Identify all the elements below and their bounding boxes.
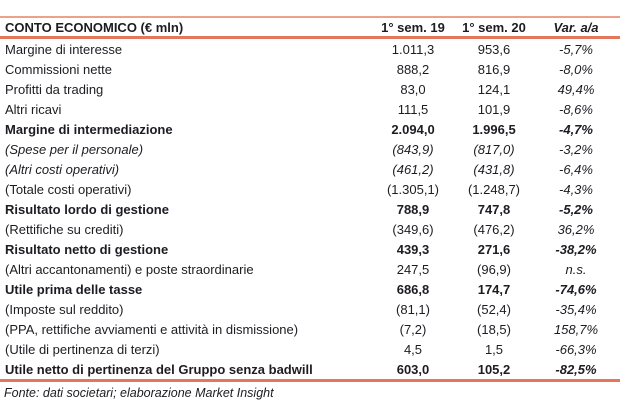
row-value-sem19: 439,3 <box>396 241 430 257</box>
table-row: (Imposte sul reddito) (81,1) (52,4) -35,… <box>0 299 620 319</box>
row-value-sem20: (817,0) <box>473 141 515 157</box>
row-value-sem19: 4,5 <box>403 341 423 357</box>
row-value-var: -6,4% <box>559 161 593 177</box>
column-header-var: Var. a/a <box>553 19 599 35</box>
row-value-sem19: 83,0 <box>400 81 426 97</box>
row-label: Utile prima delle tasse <box>5 281 143 297</box>
row-value-sem19: 686,8 <box>396 281 430 297</box>
table-header-row: CONTO ECONOMICO (€ mln) 1° sem. 19 1° se… <box>0 18 620 39</box>
row-value-sem19: 1.011,3 <box>391 41 435 57</box>
table-row: Altri ricavi 111,5 101,9 -8,6% <box>0 99 620 119</box>
row-value-sem20: (96,9) <box>477 261 511 277</box>
row-label: (Imposte sul reddito) <box>5 301 124 317</box>
row-label: (Altri accantonamenti) e poste straordin… <box>5 261 254 277</box>
row-label: Commissioni nette <box>5 61 112 77</box>
row-value-var: -5,7% <box>559 41 593 57</box>
table-row: Risultato lordo di gestione 788,9 747,8 … <box>0 199 620 219</box>
row-value-var: -4,3% <box>559 181 593 197</box>
row-value-var: -38,2% <box>555 241 597 257</box>
row-label: Risultato netto di gestione <box>5 241 169 257</box>
row-value-sem19: (7,2) <box>399 321 427 337</box>
income-statement-table: CONTO ECONOMICO (€ mln) 1° sem. 19 1° se… <box>0 16 620 382</box>
row-value-sem19: 2.094,0 <box>391 121 435 137</box>
row-value-sem19: (843,9) <box>392 141 434 157</box>
row-value-sem20: 953,6 <box>477 41 511 57</box>
row-value-var: -66,3% <box>555 341 597 357</box>
row-value-sem20: 747,8 <box>477 201 511 217</box>
row-label: Profitti da trading <box>5 81 104 97</box>
row-label: Risultato lordo di gestione <box>5 201 169 217</box>
table-row: (Totale costi operativi) (1.305,1) (1.24… <box>0 179 620 199</box>
table-row: (PPA, rettifiche avviamenti e attività i… <box>0 319 620 339</box>
row-label: Margine di interesse <box>5 41 123 57</box>
row-value-var: -8,0% <box>559 61 593 77</box>
row-value-sem20: 124,1 <box>477 81 511 97</box>
row-value-var: -3,2% <box>559 141 593 157</box>
row-value-sem20: 1.996,5 <box>472 121 516 137</box>
row-value-sem19: 788,9 <box>396 201 430 217</box>
row-label: (Rettifiche su crediti) <box>5 221 124 237</box>
row-label: (Spese per il personale) <box>5 141 144 157</box>
table-row: (Altri costi operativi) (461,2) (431,8) … <box>0 159 620 179</box>
row-value-sem20: (1.248,7) <box>467 181 521 197</box>
row-value-sem19: 603,0 <box>396 361 430 377</box>
row-value-sem20: 271,6 <box>477 241 511 257</box>
row-value-sem19: (81,1) <box>396 301 430 317</box>
table-row: Commissioni nette 888,2 816,9 -8,0% <box>0 59 620 79</box>
row-label: (Altri costi operativi) <box>5 161 120 177</box>
row-label: (PPA, rettifiche avviamenti e attività i… <box>5 321 299 337</box>
table-row: Margine di interesse 1.011,3 953,6 -5,7% <box>0 39 620 59</box>
row-value-var: -35,4% <box>555 301 597 317</box>
row-value-sem19: 111,5 <box>397 101 429 117</box>
table-title: CONTO ECONOMICO (€ mln) <box>5 19 184 35</box>
row-value-sem20: (431,8) <box>473 161 515 177</box>
table-row: Utile prima delle tasse 686,8 174,7 -74,… <box>0 279 620 299</box>
table-row: (Altri accantonamenti) e poste straordin… <box>0 259 620 279</box>
table-body: Margine di interesse 1.011,3 953,6 -5,7%… <box>0 39 620 382</box>
table-row: Risultato netto di gestione 439,3 271,6 … <box>0 239 620 259</box>
row-label: Altri ricavi <box>5 101 62 117</box>
row-value-sem20: (476,2) <box>473 221 515 237</box>
table-row: Profitti da trading 83,0 124,1 49,4% <box>0 79 620 99</box>
column-header-sem19: 1° sem. 19 <box>381 19 445 35</box>
row-value-sem19: 247,5 <box>396 261 430 277</box>
row-value-sem20: (52,4) <box>477 301 511 317</box>
table-row: (Utile di pertinenza di terzi) 4,5 1,5 -… <box>0 339 620 359</box>
table-row: Margine di intermediazione 2.094,0 1.996… <box>0 119 620 139</box>
column-header-sem20: 1° sem. 20 <box>462 19 526 35</box>
row-value-var: -4,7% <box>559 121 593 137</box>
row-value-var: n.s. <box>565 261 587 277</box>
row-value-var: -82,5% <box>555 361 597 377</box>
row-value-var: 158,7% <box>553 321 599 337</box>
table-row: (Spese per il personale) (843,9) (817,0)… <box>0 139 620 159</box>
table-row: Utile netto di pertinenza del Gruppo sen… <box>0 359 620 379</box>
row-label: (Totale costi operativi) <box>5 181 132 197</box>
table-row: (Rettifiche su crediti) (349,6) (476,2) … <box>0 219 620 239</box>
row-value-sem20: 101,9 <box>477 101 511 117</box>
row-value-sem19: 888,2 <box>396 61 430 77</box>
row-value-var: -5,2% <box>559 201 593 217</box>
row-value-sem20: 105,2 <box>477 361 511 377</box>
row-label: (Utile di pertinenza di terzi) <box>5 341 160 357</box>
source-note: Fonte: dati societari; elaborazione Mark… <box>4 386 274 400</box>
row-value-var: 49,4% <box>557 81 595 97</box>
row-value-var: -8,6% <box>559 101 593 117</box>
row-value-var: 36,2% <box>557 221 595 237</box>
row-value-sem19: (349,6) <box>392 221 434 237</box>
row-value-sem19: (461,2) <box>392 161 434 177</box>
row-value-sem20: 1,5 <box>484 341 504 357</box>
row-label: Utile netto di pertinenza del Gruppo sen… <box>5 361 313 377</box>
row-value-sem20: 816,9 <box>477 61 511 77</box>
row-value-var: -74,6% <box>555 281 597 297</box>
row-value-sem20: 174,7 <box>477 281 511 297</box>
row-value-sem20: (18,5) <box>477 321 511 337</box>
row-label: Margine di intermediazione <box>5 121 173 137</box>
row-value-sem19: (1.305,1) <box>386 181 440 197</box>
